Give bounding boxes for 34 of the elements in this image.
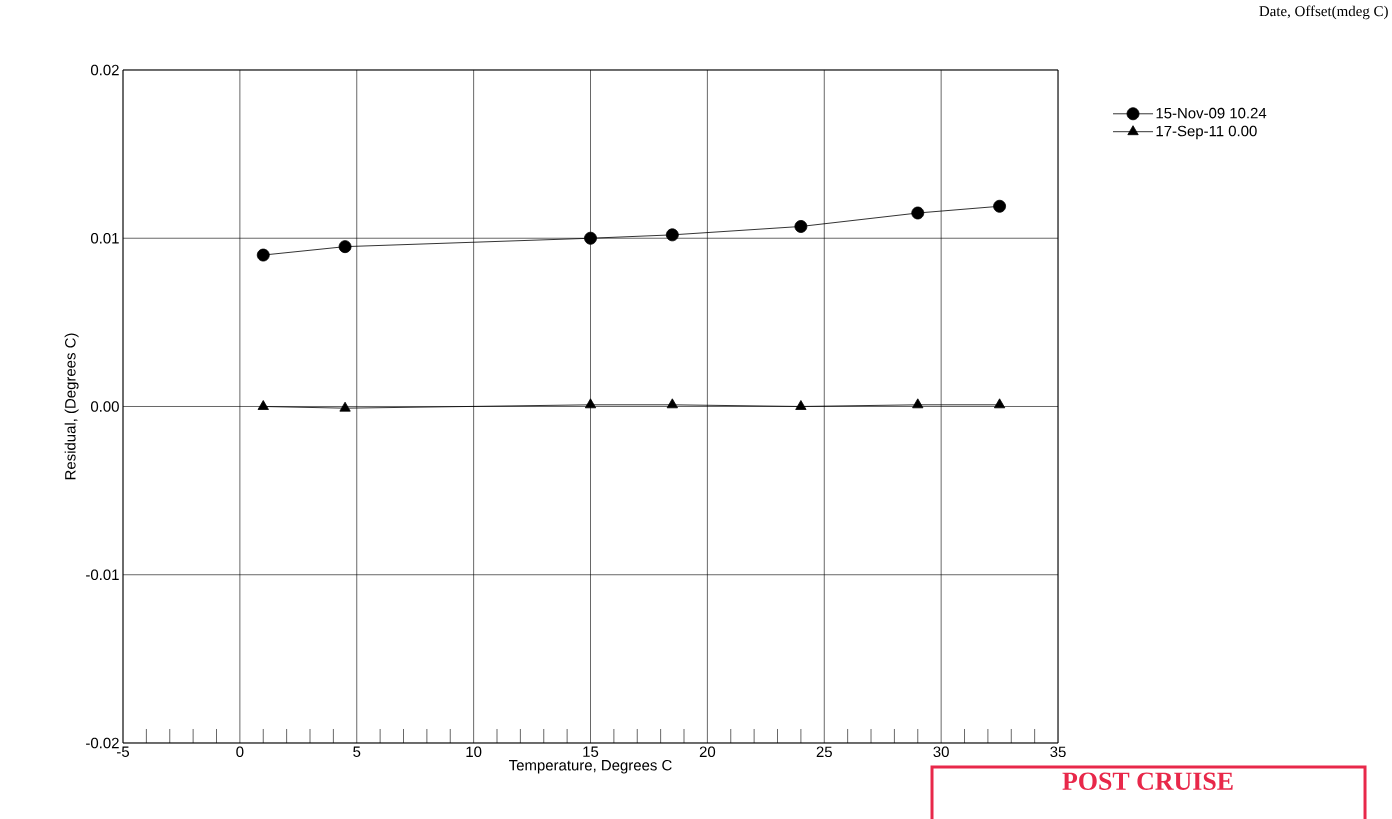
point xyxy=(795,400,807,410)
x-tick-label: -5 xyxy=(117,746,130,757)
point xyxy=(794,220,808,233)
x-tick-label: 10 xyxy=(466,746,482,758)
point xyxy=(338,240,352,254)
x-tick-label: 25 xyxy=(816,746,832,758)
legend-title: Date, Offset(mdeg C) xyxy=(1259,5,1388,20)
y-tick-label: -0.02 xyxy=(86,737,119,749)
y-tick-label: 0.02 xyxy=(90,64,119,76)
legend-label: 17-Sep-11 0.00 xyxy=(1156,125,1257,140)
x-tick-label: 30 xyxy=(933,746,949,758)
x-tick-label: 35 xyxy=(1050,746,1066,758)
point xyxy=(993,199,1006,213)
point xyxy=(911,206,925,220)
x-axis-title: Temperature, Degrees C xyxy=(509,759,672,774)
text: POST CRUISE xyxy=(1062,772,1233,790)
point xyxy=(339,401,351,412)
x-tick-label: 0 xyxy=(236,746,244,758)
point xyxy=(993,398,1006,409)
x-tick-label: 5 xyxy=(353,746,361,757)
y-tick-label: 0.00 xyxy=(90,401,119,412)
point xyxy=(257,400,269,410)
y-tick-label: 0.01 xyxy=(90,232,119,244)
x-tick-label: 15 xyxy=(583,746,599,757)
point xyxy=(256,248,270,262)
legend-label: 15-Nov-09 10.24 xyxy=(1156,107,1267,119)
x-tick-label: 20 xyxy=(699,746,716,758)
y-tick-label: -0.01 xyxy=(86,569,119,581)
y-axis-title: Residual, (Degrees C) xyxy=(64,333,79,480)
point xyxy=(666,398,678,409)
point xyxy=(584,398,597,409)
point xyxy=(665,228,679,242)
point xyxy=(912,398,924,409)
point xyxy=(584,231,597,245)
